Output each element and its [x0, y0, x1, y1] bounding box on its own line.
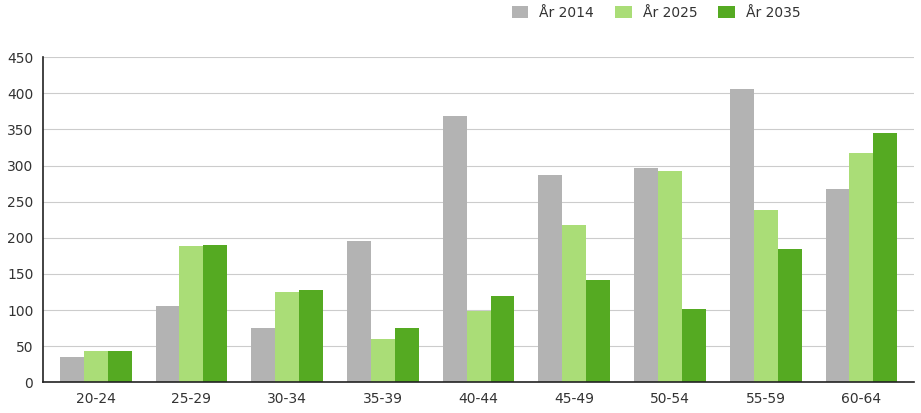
Bar [634, 168, 658, 382]
Bar [491, 296, 515, 382]
Bar [777, 249, 801, 382]
Legend: År 2014, År 2025, År 2035: År 2014, År 2025, År 2035 [512, 6, 800, 20]
Bar [275, 292, 299, 382]
Bar [443, 116, 467, 382]
Bar [204, 245, 227, 382]
Bar [658, 171, 682, 382]
Bar [60, 357, 84, 382]
Bar [299, 290, 323, 382]
Bar [108, 351, 132, 382]
Bar [347, 241, 371, 382]
Bar [753, 210, 777, 382]
Bar [587, 280, 610, 382]
Bar [539, 175, 563, 382]
Bar [563, 225, 587, 382]
Bar [849, 152, 873, 382]
Bar [251, 328, 275, 382]
Bar [371, 339, 395, 382]
Bar [156, 306, 180, 382]
Bar [467, 311, 491, 382]
Bar [84, 351, 108, 382]
Bar [682, 309, 705, 382]
Bar [825, 189, 849, 382]
Bar [180, 246, 204, 382]
Bar [873, 133, 897, 382]
Bar [395, 328, 419, 382]
Bar [729, 89, 753, 382]
